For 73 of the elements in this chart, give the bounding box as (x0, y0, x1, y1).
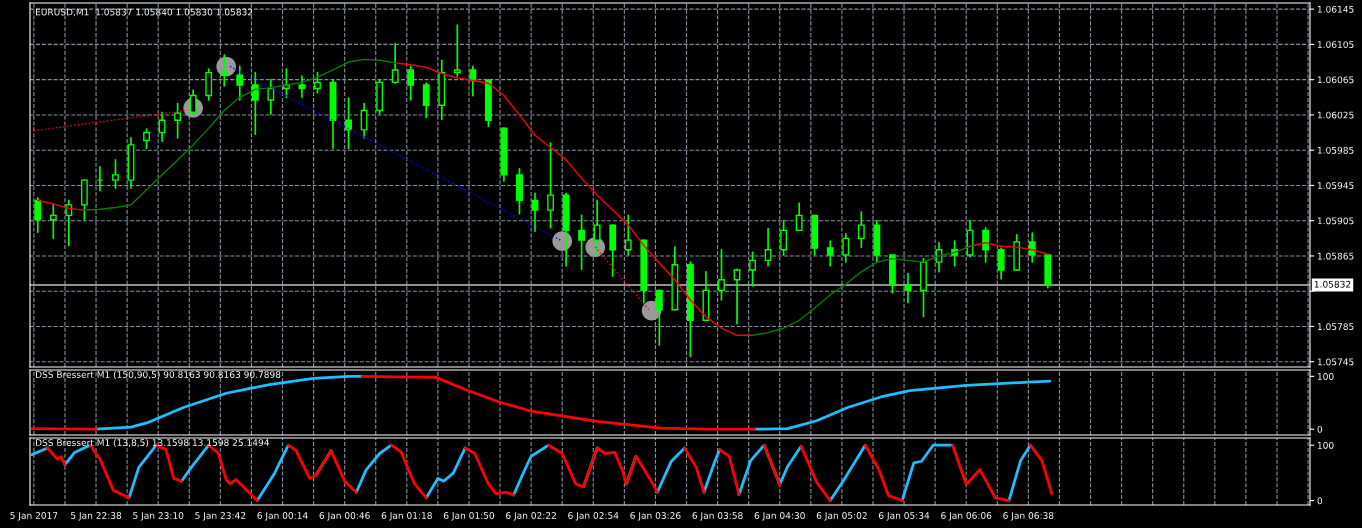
candlestick (251, 71, 259, 136)
candlestick (345, 97, 352, 150)
candlestick (422, 82, 430, 119)
chart-title: DSS Bressert M1 (13,8,5) 13.1598 13.1598 25.1494 (36, 439, 269, 448)
candlestick (65, 199, 73, 247)
x-tick-label: 5 Jan 22:38 (71, 512, 122, 521)
candlestick (236, 65, 244, 101)
y-tick-label: 1.05785 (1317, 323, 1354, 331)
candlestick (547, 142, 554, 229)
x-tick-label: 5 Jan 23:10 (133, 512, 184, 521)
candlestick (997, 247, 1005, 280)
candlestick (267, 78, 275, 115)
x-tick-label: 6 Jan 03:58 (692, 512, 743, 521)
y-tick-label: 1.05745 (1317, 358, 1354, 366)
x-tick-label: 5 Jan 2017 (10, 512, 58, 521)
candlestick (780, 219, 788, 256)
candlestick (624, 214, 632, 256)
ref-line-label: 1.05832 (1314, 280, 1351, 288)
candlestick (857, 211, 865, 248)
candlestick (174, 102, 182, 139)
y-tick-label: 1.06105 (1317, 41, 1354, 48)
candlestick (220, 54, 228, 87)
text: EURUSD,M1 1.05837 1.05840 1.05830 1.05832 (36, 8, 253, 17)
candlestick (842, 233, 850, 263)
candlestick (453, 24, 461, 77)
y-tick-label: 1.06025 (1317, 111, 1354, 119)
candlestick (578, 214, 586, 271)
candlestick (391, 42, 399, 85)
x-tick-label: 6 Jan 05:02 (816, 512, 867, 521)
x-tick-label: 6 Jan 01:50 (443, 512, 495, 521)
candlestick (469, 65, 477, 97)
candlestick (826, 240, 834, 267)
y-tick-label: 1.05985 (1317, 146, 1354, 154)
candlestick (982, 226, 990, 263)
y-tick-label: 0 (1317, 425, 1323, 433)
x-tick-label: 5 Jan 23:42 (195, 512, 246, 521)
candlestick (189, 89, 197, 115)
candlestick (360, 102, 368, 139)
x-tick-label: 6 Jan 05:34 (878, 512, 930, 521)
y-tick-label: 1.06145 (1317, 5, 1354, 13)
x-tick-label: 6 Jan 06:38 (1003, 512, 1054, 521)
candlestick (407, 65, 415, 101)
candlestick (718, 248, 725, 301)
candlestick (112, 159, 119, 189)
candlestick (49, 203, 57, 240)
y-tick-label: 1.05945 (1317, 182, 1354, 189)
x-tick-label: 6 Jan 02:54 (568, 512, 619, 521)
y-tick-label: 1.05865 (1317, 252, 1354, 260)
candlestick (764, 227, 772, 267)
x-tick-label: 6 Jan 00:46 (319, 512, 370, 521)
x-tick-label: 6 Jan 00:14 (257, 512, 308, 521)
y-tick-label: 1.06065 (1317, 76, 1354, 84)
candlestick (749, 251, 756, 287)
chart-title: DSS Bressert M1 (150,90,5) 90.8163 90.8163 90.7898 (36, 370, 281, 380)
candlestick (1028, 232, 1036, 263)
x-tick-label: 6 Jan 04:30 (754, 512, 805, 521)
x-tick-label: 6 Jan 03:26 (630, 512, 681, 521)
candlestick (314, 71, 321, 94)
candlestick (593, 199, 601, 256)
x-tick-label: 6 Jan 02:22 (506, 512, 556, 521)
candlestick (795, 202, 803, 232)
candlestick (298, 75, 306, 99)
candlestick (143, 128, 150, 150)
y-tick-label: 100 (1317, 373, 1334, 380)
y-tick-label: 1.05905 (1317, 217, 1354, 225)
candlestick (655, 289, 663, 346)
candlestick (34, 196, 42, 233)
y-tick-label: 0 (1317, 497, 1323, 505)
x-tick-label: 6 Jan 01:18 (381, 512, 432, 521)
candlestick (205, 68, 213, 101)
x-tick-label: 6 Jan 06:06 (941, 512, 992, 521)
candlestick (904, 272, 912, 304)
y-tick-label: 100 (1317, 441, 1334, 449)
